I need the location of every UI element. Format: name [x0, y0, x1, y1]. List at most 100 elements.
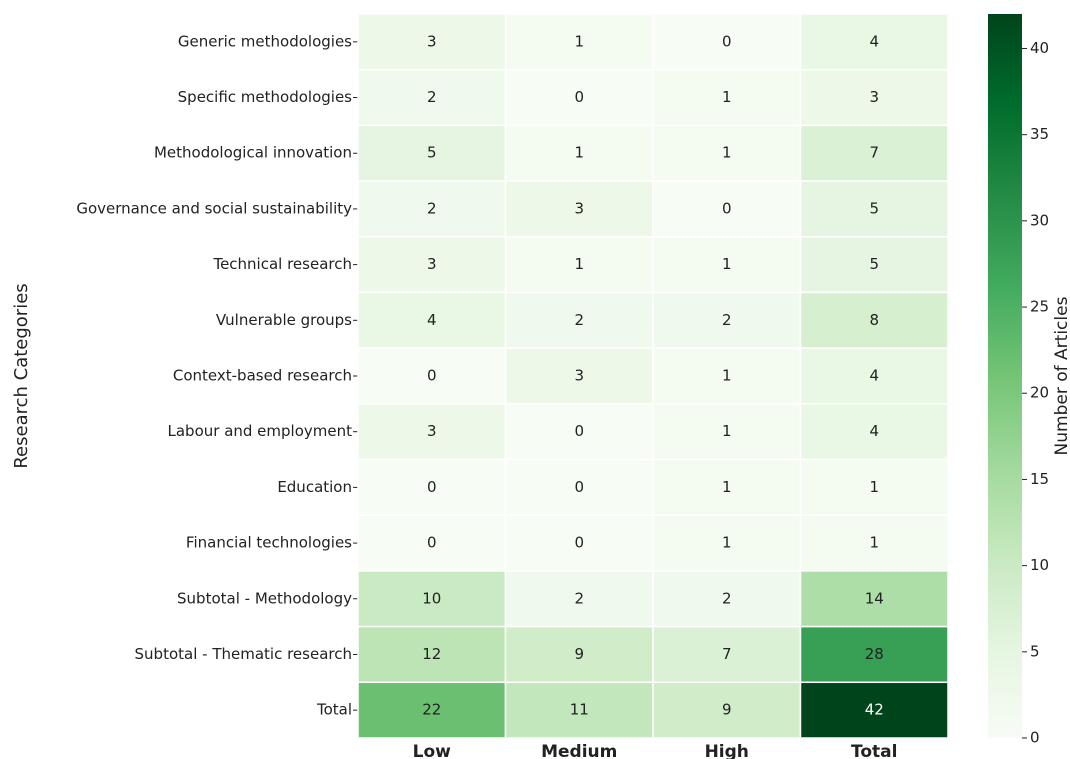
row-label: Financial technologies — [186, 534, 352, 552]
cell-label: 22 — [422, 701, 441, 719]
cell — [799, 514, 949, 572]
cell — [799, 570, 949, 628]
colorbar-tick-label: 25 — [1030, 298, 1049, 316]
cell-label: 5 — [427, 144, 437, 162]
cell — [652, 514, 802, 572]
cell-label: 4 — [869, 422, 879, 440]
row-label: Governance and social sustainability — [76, 199, 352, 217]
cell — [799, 403, 949, 461]
cell-label: 0 — [427, 534, 437, 552]
cell-label: 1 — [722, 478, 732, 496]
cell — [799, 124, 949, 182]
colorbar-tick-label: 40 — [1030, 39, 1049, 57]
cell-label: 12 — [422, 645, 441, 663]
row-label: Technical research — [212, 255, 352, 273]
colorbar-tick-label: 20 — [1030, 384, 1049, 402]
row-label: Subtotal - Thematic research — [135, 645, 352, 663]
column-label: Low — [413, 742, 452, 759]
colorbar-tick-label: 15 — [1030, 470, 1049, 488]
cell-label: 0 — [574, 478, 584, 496]
cell — [504, 514, 654, 572]
cell-label: 7 — [722, 645, 732, 663]
cell-label: 1 — [869, 478, 879, 496]
cell-label: 1 — [722, 255, 732, 273]
cell-label: 1 — [722, 144, 732, 162]
cell — [504, 681, 654, 739]
cell — [799, 681, 949, 739]
cell — [504, 236, 654, 294]
cell-label: 0 — [574, 534, 584, 552]
colorbar-label: Number of Articles — [1052, 296, 1070, 455]
y-axis-label: Research Categories — [11, 283, 32, 468]
cell — [357, 236, 507, 294]
cell-label: 9 — [574, 645, 584, 663]
cell-label: 0 — [722, 199, 732, 217]
cell — [504, 458, 654, 516]
cell — [357, 625, 507, 684]
colorbar-tick-label: 10 — [1030, 556, 1049, 574]
cell — [504, 625, 654, 684]
cell-label: 3 — [427, 32, 437, 50]
cell — [652, 236, 802, 294]
cell-label: 7 — [869, 144, 879, 162]
cell — [799, 13, 949, 71]
row-label: Education — [277, 478, 352, 496]
cell-label: 0 — [574, 422, 584, 440]
cell-label: 42 — [865, 701, 884, 719]
cell — [357, 514, 507, 572]
cell-label: 2 — [722, 311, 732, 329]
cell-label: 3 — [869, 88, 879, 106]
cell-label: 0 — [427, 478, 437, 496]
cell — [504, 180, 654, 238]
cell-label: 2 — [427, 199, 437, 217]
cell-label: 5 — [869, 199, 879, 217]
cell-label: 3 — [574, 199, 584, 217]
row-label: Specific methodologies — [178, 88, 353, 106]
cell-label: 4 — [869, 367, 879, 385]
cell-label: 5 — [869, 255, 879, 273]
cell-label: 1 — [574, 255, 584, 273]
cell-label: 1 — [574, 32, 584, 50]
row-label: Total — [316, 701, 352, 719]
cell-label: 4 — [869, 32, 879, 50]
cell — [504, 68, 654, 127]
cell — [799, 625, 949, 684]
cell-label: 9 — [722, 701, 732, 719]
cell-label: 0 — [427, 367, 437, 385]
row-label: Generic methodologies — [178, 32, 352, 50]
row-label: Methodological innovation — [154, 144, 352, 162]
cell-label: 1 — [722, 88, 732, 106]
cell-label: 2 — [574, 311, 584, 329]
cell-label: 3 — [427, 255, 437, 273]
cell-label: 1 — [869, 534, 879, 552]
cell-label: 1 — [722, 422, 732, 440]
cell-label: 2 — [722, 589, 732, 607]
colorbar-tick-label: 30 — [1030, 211, 1049, 229]
cell — [652, 681, 802, 739]
row-label: Subtotal - Methodology — [177, 589, 352, 607]
colorbar — [988, 14, 1022, 738]
cell — [357, 458, 507, 516]
cell — [799, 347, 949, 405]
cell-label: 28 — [865, 645, 884, 663]
cell — [652, 291, 802, 349]
row-label: Vulnerable groups — [216, 311, 352, 329]
cell — [652, 68, 802, 127]
column-label: High — [705, 742, 749, 759]
cell — [799, 458, 949, 516]
row-label: Labour and employment — [168, 422, 353, 440]
cell-label: 11 — [570, 701, 589, 719]
cell-label: 1 — [574, 144, 584, 162]
colorbar-tick-label: 0 — [1030, 729, 1040, 747]
cell-label: 3 — [427, 422, 437, 440]
cell — [357, 570, 507, 628]
cell-label: 14 — [865, 589, 884, 607]
cell-label: 2 — [427, 88, 437, 106]
cell — [357, 124, 507, 182]
cell — [799, 180, 949, 238]
cell — [357, 291, 507, 349]
cell — [799, 291, 949, 349]
cell — [504, 570, 654, 628]
cell — [652, 570, 802, 628]
